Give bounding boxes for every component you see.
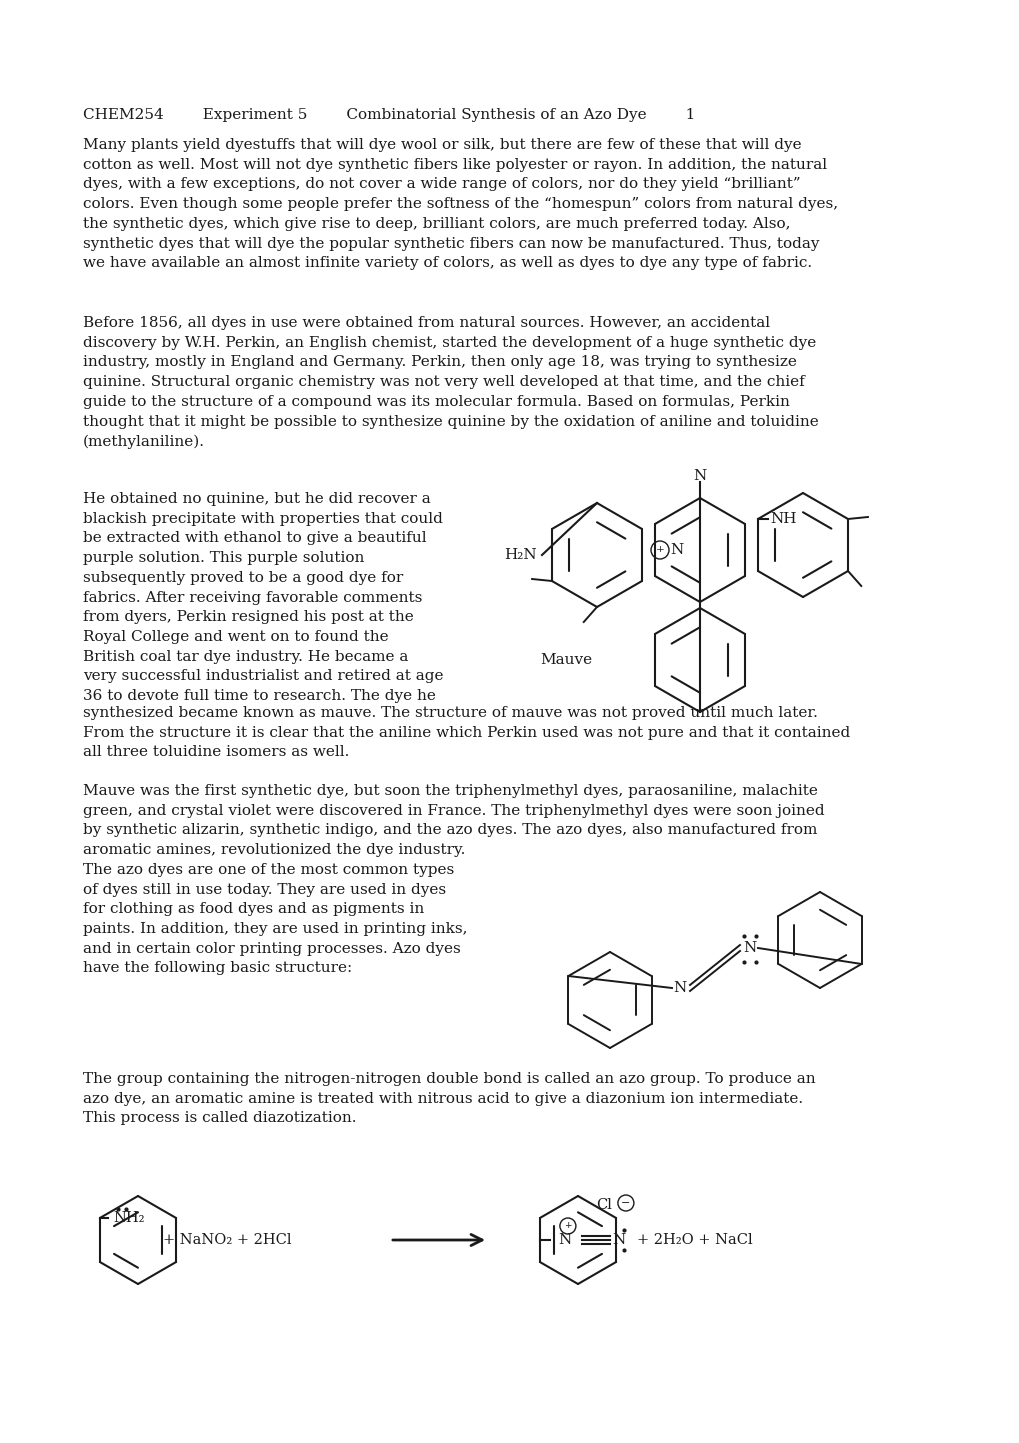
Text: N: N	[673, 981, 686, 996]
Text: −: −	[621, 1198, 630, 1208]
Text: synthesized became known as mauve. The structure of mauve was not proved until m: synthesized became known as mauve. The s…	[83, 706, 850, 759]
Text: N: N	[693, 469, 706, 483]
Text: N: N	[557, 1232, 571, 1247]
Text: Before 1856, all dyes in use were obtained from natural sources. However, an acc: Before 1856, all dyes in use were obtain…	[83, 316, 818, 449]
Text: Mauve: Mauve	[539, 654, 592, 667]
Text: He obtained no quinine, but he did recover a
blackish precipitate with propertie: He obtained no quinine, but he did recov…	[83, 492, 443, 703]
Text: Many plants yield dyestuffs that will dye wool or silk, but there are few of the: Many plants yield dyestuffs that will dy…	[83, 139, 838, 270]
Text: CHEM254        Experiment 5        Combinatorial Synthesis of an Azo Dye        : CHEM254 Experiment 5 Combinatorial Synth…	[83, 108, 695, 123]
Text: NH: NH	[769, 512, 796, 527]
Text: N: N	[669, 543, 683, 557]
Text: + NaNO₂ + 2HCl: + NaNO₂ + 2HCl	[163, 1232, 291, 1247]
Text: + 2H₂O + NaCl: + 2H₂O + NaCl	[636, 1232, 752, 1247]
Text: +: +	[655, 545, 663, 554]
Text: NH₂: NH₂	[113, 1211, 145, 1225]
Text: +: +	[564, 1222, 571, 1231]
Text: Mauve was the first synthetic dye, but soon the triphenylmethyl dyes, paraosanil: Mauve was the first synthetic dye, but s…	[83, 784, 823, 975]
Text: N: N	[743, 941, 756, 955]
Text: H₂N: H₂N	[503, 548, 536, 561]
Text: Cl: Cl	[595, 1198, 611, 1212]
Text: The group containing the nitrogen-nitrogen double bond is called an azo group. T: The group containing the nitrogen-nitrog…	[83, 1072, 815, 1126]
Text: N: N	[611, 1232, 625, 1247]
